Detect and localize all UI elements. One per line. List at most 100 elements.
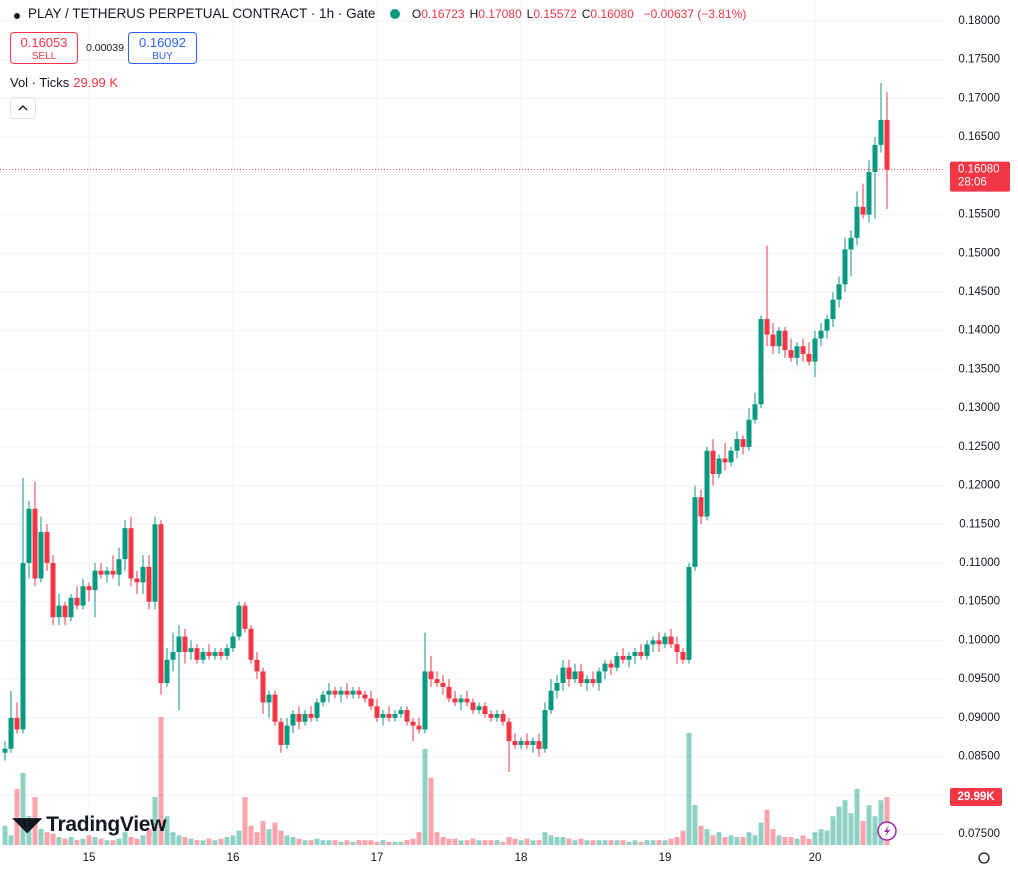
candle-body: [470, 702, 476, 711]
volume-bar: [212, 840, 218, 845]
volume-bar: [830, 816, 836, 845]
volume-bar: [692, 805, 698, 845]
candle-body: [584, 679, 590, 684]
flash-glyph: [884, 825, 890, 837]
volume-bar: [800, 835, 806, 845]
volume-bar: [314, 838, 320, 845]
y-tick-label: 0.14500: [958, 286, 1000, 298]
candle-body: [800, 346, 806, 354]
volume-bar: [368, 840, 374, 845]
candle-body: [650, 640, 656, 645]
volume-bar: [824, 830, 830, 845]
symbol-title: PLAY / TETHERUS PERPETUAL CONTRACT · 1h …: [28, 6, 376, 21]
y-tick-label: 0.10500: [958, 596, 1000, 608]
volume-bar: [428, 777, 434, 845]
volume-bar: [770, 829, 776, 845]
y-tick-label: 0.11000: [959, 557, 1000, 569]
candle-body: [578, 671, 584, 684]
volume-bar: [518, 840, 524, 845]
candle-body: [620, 655, 626, 660]
y-tick-label: 0.14000: [958, 325, 1000, 337]
candle-body: [374, 706, 380, 718]
candle-body: [8, 717, 14, 749]
volume-bar: [20, 773, 26, 845]
candle-body: [428, 671, 434, 680]
candle-body: [782, 330, 788, 351]
candle-body: [656, 640, 662, 645]
y-tick-label: 0.09000: [958, 712, 1000, 724]
volume-bar: [290, 837, 296, 845]
volume-bar: [374, 841, 380, 845]
candle-body: [188, 648, 194, 653]
buy-price: 0.16092: [139, 35, 186, 50]
volume-bar: [410, 838, 416, 845]
x-tick-label: 17: [371, 852, 384, 864]
volume-bar: [626, 841, 632, 845]
candle-body: [218, 652, 224, 656]
volume-bar: [452, 838, 458, 845]
volume-bar: [356, 840, 362, 845]
volume-bar: [584, 840, 590, 845]
volume-bar: [302, 840, 308, 845]
candle-body: [86, 586, 92, 591]
volume-bar: [860, 821, 866, 845]
candle-body: [752, 404, 758, 420]
candle-body: [518, 741, 524, 745]
volume-bar: [572, 840, 578, 845]
volume-title: Vol · Ticks: [10, 75, 70, 90]
volume-bar: [326, 840, 332, 845]
candle-body: [332, 690, 338, 695]
candle-body: [206, 652, 212, 656]
candle-body: [416, 725, 422, 730]
collapse-button[interactable]: [10, 97, 36, 119]
volume-bar: [320, 840, 326, 845]
candle-body: [494, 713, 500, 718]
candle-body: [20, 563, 26, 730]
candle-body: [830, 299, 836, 320]
candle-body: [674, 644, 680, 653]
candle-body: [860, 206, 866, 215]
volume-bar: [596, 840, 602, 845]
volume-bar: [530, 840, 536, 845]
volume-bar: [176, 835, 182, 845]
volume-bar: [422, 749, 428, 845]
candle-body: [128, 528, 134, 579]
candle-body: [62, 605, 68, 618]
candle-body: [266, 694, 272, 703]
volume-bar: [32, 797, 38, 845]
volume-bar: [230, 835, 236, 845]
candle-body: [356, 690, 362, 695]
ohlc-key: H: [469, 7, 479, 21]
candle-body: [662, 636, 668, 645]
y-tick-label: 0.18000: [958, 15, 1000, 27]
volume-bar: [656, 840, 662, 845]
y-tick-label: 0.12500: [958, 441, 1000, 453]
y-tick-label: 0.15000: [958, 247, 1000, 259]
candle-body: [392, 713, 398, 718]
candle-body: [698, 497, 704, 517]
volume-bar: [806, 838, 812, 845]
buy-button[interactable]: 0.16092 BUY: [128, 32, 197, 64]
candle-body: [326, 690, 332, 695]
volume-bar: [704, 829, 710, 845]
volume-bar: [56, 837, 62, 845]
candle-body: [398, 710, 404, 714]
volume-bar: [752, 835, 758, 845]
volume-bar: [848, 813, 854, 845]
volume-bar: [650, 840, 656, 845]
candle-body: [848, 237, 854, 250]
candle-body: [452, 698, 458, 703]
y-tick-label: 0.15500: [958, 209, 1000, 221]
y-tick-label: 0.07500: [958, 828, 1000, 840]
candle-body: [140, 566, 146, 583]
candle-body: [866, 171, 872, 215]
candle-body: [422, 671, 428, 730]
y-tick-label: 0.13000: [958, 402, 1000, 414]
volume-bar: [812, 832, 818, 845]
candle-body: [596, 671, 602, 684]
sell-button[interactable]: 0.16053 SELL: [10, 32, 78, 64]
candle-body: [704, 450, 710, 517]
volume-bar: [128, 837, 134, 845]
candle-body: [818, 330, 824, 339]
candle-body: [194, 648, 200, 660]
